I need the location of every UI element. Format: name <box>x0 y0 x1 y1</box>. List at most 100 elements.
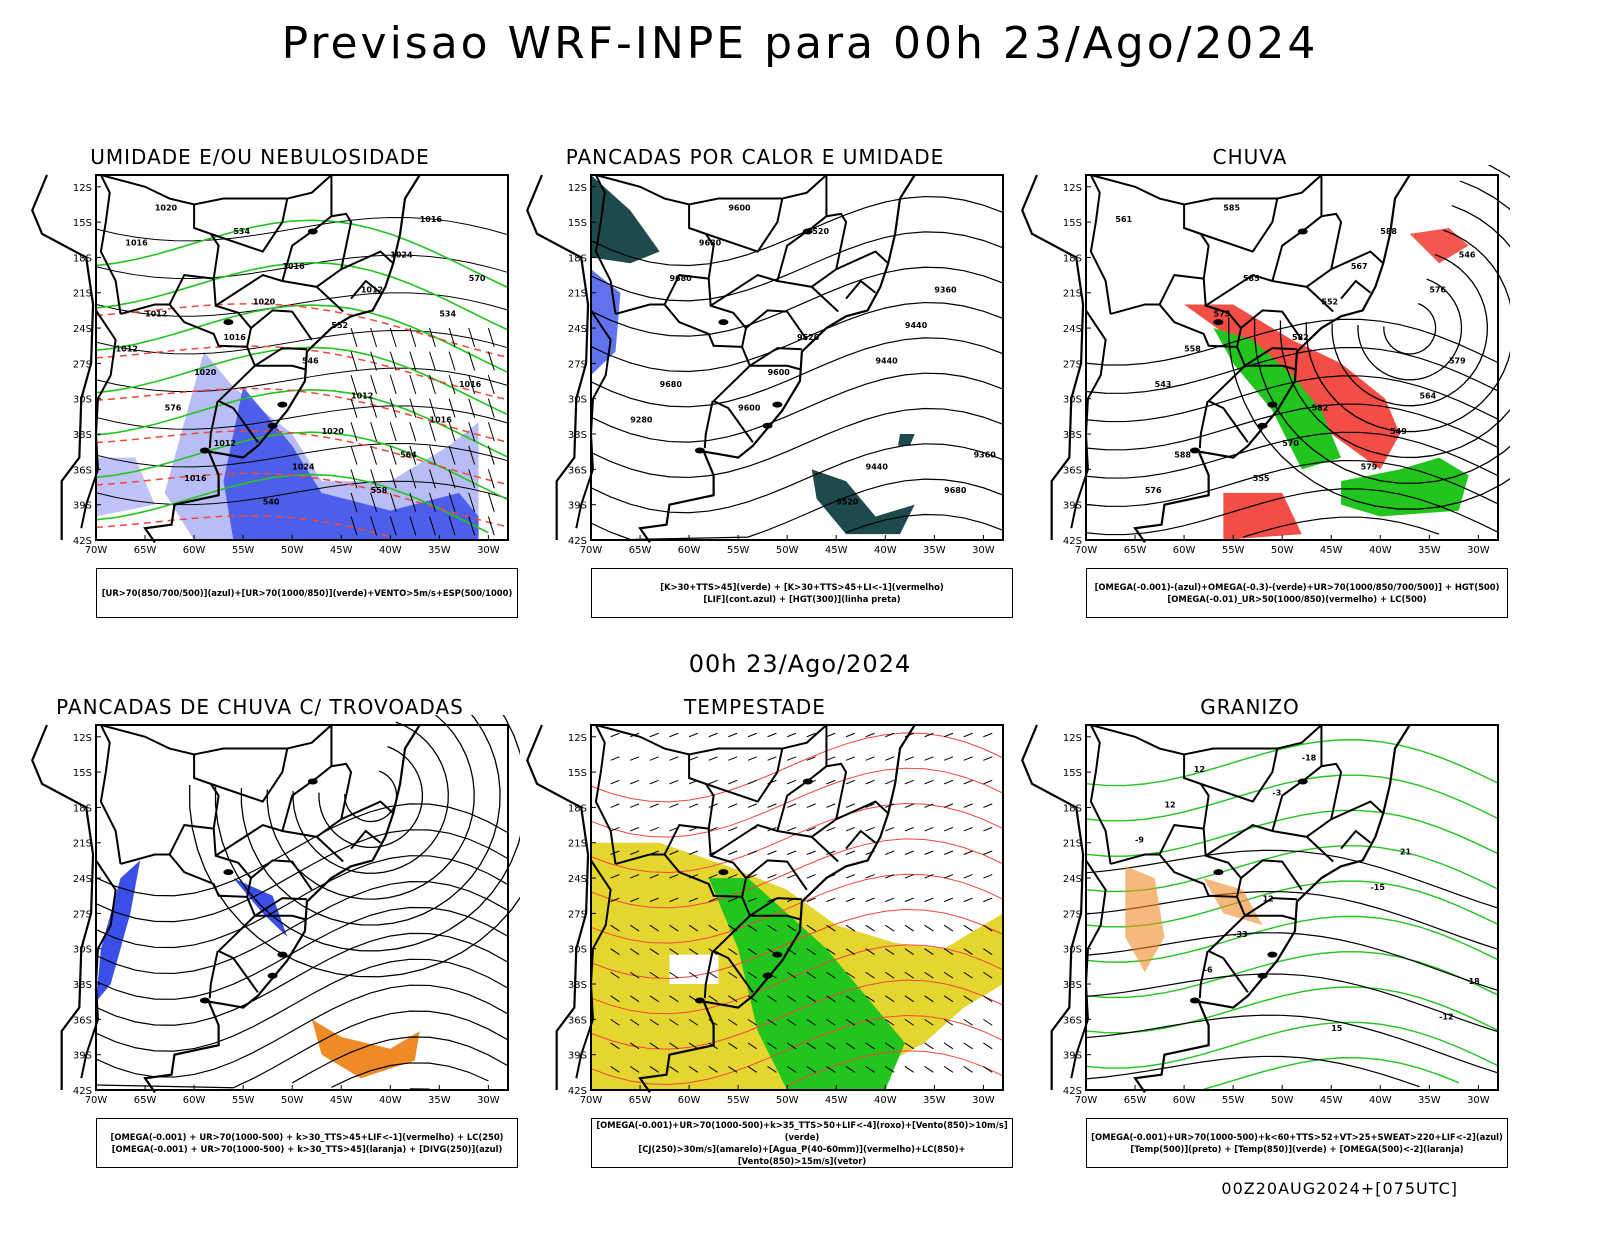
contour-label: 576 <box>1429 286 1446 295</box>
lon-tick-label: 70W <box>85 1095 108 1106</box>
contour-label: 570 <box>469 274 486 283</box>
lake-shape <box>200 448 210 454</box>
lake-shape <box>308 779 318 785</box>
lake-shape <box>1190 998 1200 1004</box>
lat-tick-label: 15S <box>1063 218 1082 229</box>
contour-label: 585 <box>1243 274 1260 283</box>
lon-tick-label: 55W <box>232 545 255 556</box>
lake-shape <box>1267 402 1277 408</box>
contour-label: 588 <box>1380 227 1397 236</box>
contour-label: 9360 <box>934 286 957 295</box>
lon-tick-label: 40W <box>379 1095 402 1106</box>
contour-label: -15 <box>1370 883 1385 892</box>
lat-tick-label: 24S <box>568 874 587 885</box>
lon-tick-label: 70W <box>1075 1095 1098 1106</box>
contour-label: -3 <box>1272 789 1281 798</box>
lat-tick-label: 21S <box>1063 289 1082 300</box>
lake-shape <box>695 998 705 1004</box>
lat-tick-label: 27S <box>73 359 92 370</box>
contour-label: 534 <box>439 309 456 318</box>
contour-label: 573 <box>1214 309 1231 318</box>
contour-label: 9280 <box>630 415 653 424</box>
west-coastline <box>32 725 93 1090</box>
lon-tick-label: 60W <box>1173 1095 1196 1106</box>
lake-shape <box>1298 779 1308 785</box>
lake-shape <box>223 869 233 875</box>
contour-label: 1020 <box>194 368 217 377</box>
legend-line: [OMEGA(-0.001) + UR>70(1000-500) + k>30_… <box>97 1143 517 1155</box>
contour-label: 1012 <box>361 286 383 295</box>
lon-tick-label: 55W <box>232 1095 255 1106</box>
main-title: Previsao WRF-INPE para 00h 23/Ago/2024 <box>0 18 1600 69</box>
legend-box: [OMEGA(-0.001)-(azul)+OMEGA(-0.3)-(verde… <box>1086 568 1508 618</box>
lon-tick-label: 60W <box>1173 545 1196 556</box>
legend-line: [OMEGA(-0.001) + UR>70(1000-500) + k>30_… <box>97 1131 517 1143</box>
contour-label: -33 <box>1233 930 1247 939</box>
contour-label: 9680 <box>660 380 683 389</box>
lake-shape <box>695 448 705 454</box>
lon-tick-label: 50W <box>281 545 304 556</box>
west-coastline <box>1022 175 1083 540</box>
legend-line: [OMEGA(-0.001)+UR>70(1000-500)+k<60+TTS>… <box>1087 1131 1507 1143</box>
contour-label: 558 <box>1184 345 1201 354</box>
lon-tick-label: 40W <box>379 545 402 556</box>
lon-tick-label: 60W <box>678 1095 701 1106</box>
lon-tick-label: 65W <box>134 545 157 556</box>
lat-tick-label: 27S <box>568 909 587 920</box>
west-coastline <box>32 175 93 540</box>
lon-tick-label: 50W <box>1271 1095 1294 1106</box>
lat-tick-label: 33S <box>568 430 587 441</box>
contour-label: 1020 <box>322 427 345 436</box>
contour-label: 1024 <box>292 462 315 471</box>
lat-tick-label: 30S <box>73 395 92 406</box>
contour-label: 12 <box>1164 800 1175 809</box>
legend-line: [UR>70(850/700/500)](azul)+[UR>70(1000/8… <box>97 587 517 599</box>
contour-label: 561 <box>1115 215 1132 224</box>
contour-label: 1016 <box>282 262 305 271</box>
contour-label: 12 <box>1194 765 1205 774</box>
contour-label: -6 <box>1204 965 1213 974</box>
contour-label: 9680 <box>944 486 967 495</box>
lake-shape <box>1267 952 1277 958</box>
lat-tick-label: 21S <box>568 289 587 300</box>
lat-tick-label: 15S <box>73 768 92 779</box>
contour-label: 534 <box>233 227 250 236</box>
contour-label: 540 <box>263 498 280 507</box>
lake-shape <box>803 779 813 785</box>
contour-label: 9520 <box>836 498 859 507</box>
lake-shape <box>718 869 728 875</box>
contour-label: 579 <box>1361 462 1378 471</box>
lat-tick-label: 39S <box>568 1051 587 1062</box>
contour-label: 582 <box>1312 403 1329 412</box>
lat-tick-label: 21S <box>1063 839 1082 850</box>
contour-label: 1016 <box>430 415 453 424</box>
contour-label: 1012 <box>145 309 167 318</box>
lake-shape <box>1213 869 1223 875</box>
lon-tick-label: 60W <box>678 545 701 556</box>
contour-label: 21 <box>1400 848 1412 857</box>
lon-tick-label: 40W <box>1369 545 1392 556</box>
lon-tick-label: 65W <box>1124 1095 1147 1106</box>
lat-tick-label: 18S <box>1063 803 1082 814</box>
lat-tick-label: 15S <box>568 218 587 229</box>
lon-tick-label: 55W <box>1222 1095 1245 1106</box>
lat-tick-label: 30S <box>568 945 587 956</box>
lat-tick-label: 18S <box>568 803 587 814</box>
lake-shape <box>1190 448 1200 454</box>
lon-tick-label: 50W <box>281 1095 304 1106</box>
contour-label: 564 <box>1420 392 1437 401</box>
lake-shape <box>1213 319 1223 325</box>
contour-label: 12 <box>1263 895 1274 904</box>
contour-label: 1012 <box>351 392 373 401</box>
lat-tick-label: 27S <box>1063 909 1082 920</box>
lat-tick-label: 24S <box>73 874 92 885</box>
lat-tick-label: 36S <box>568 465 587 476</box>
contour-label: 1016 <box>125 239 148 248</box>
lat-tick-label: 39S <box>73 1051 92 1062</box>
lon-tick-label: 35W <box>923 545 946 556</box>
lon-tick-label: 60W <box>183 1095 206 1106</box>
